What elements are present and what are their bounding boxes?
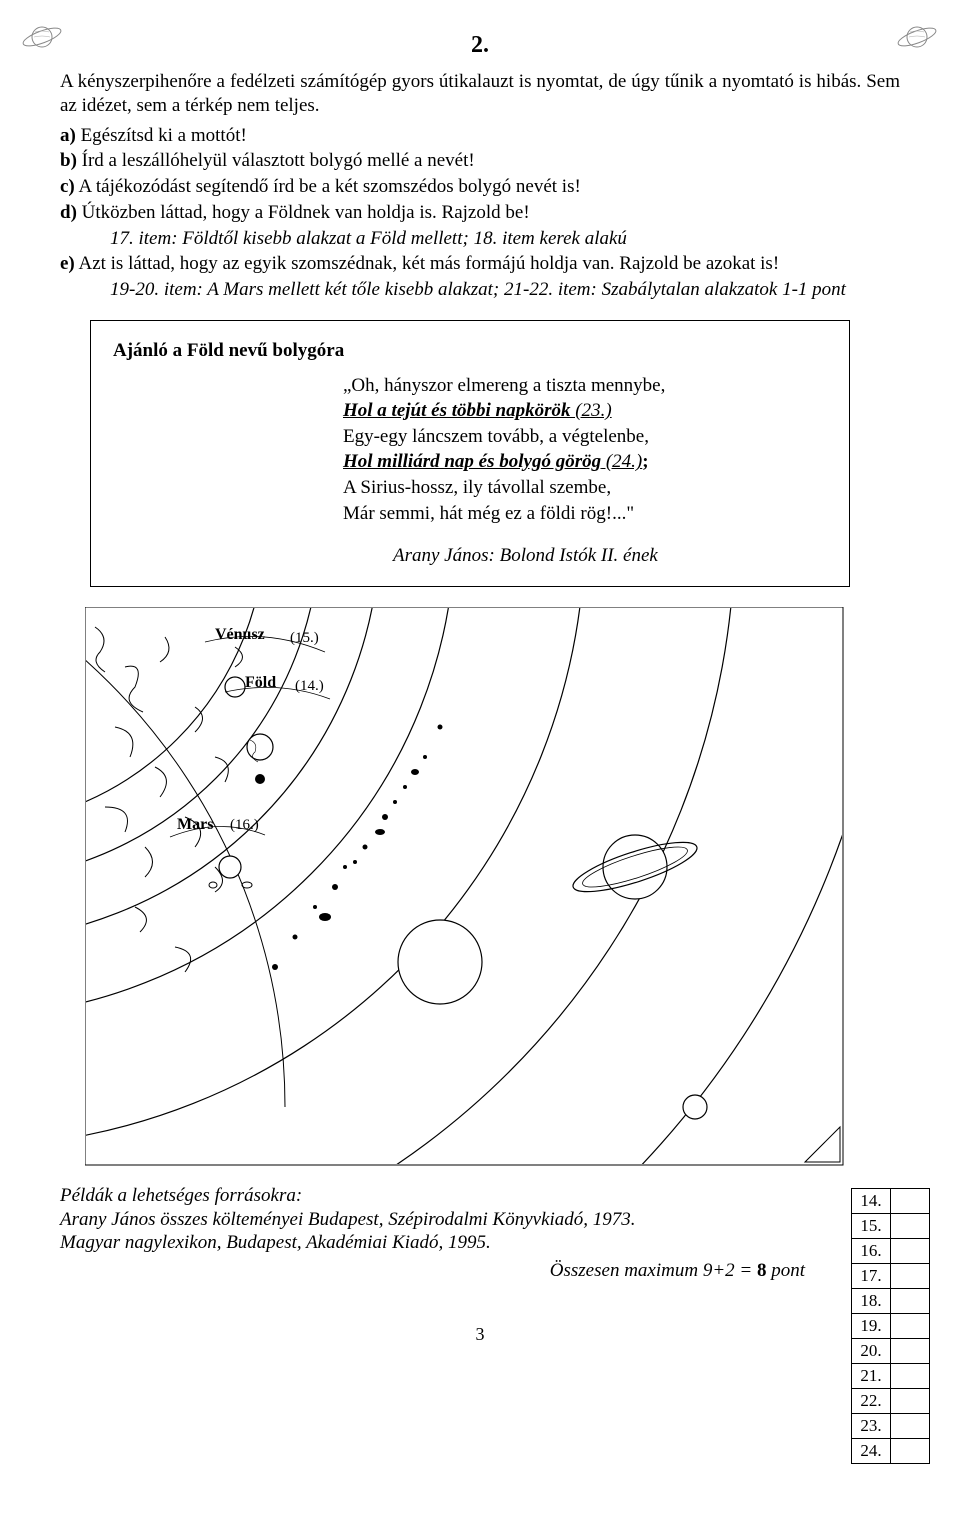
svg-text:(16.): (16.) <box>230 817 259 833</box>
score-label: 15. <box>852 1214 891 1239</box>
score-table: 14.15.16.17.18.19.20.21.22.23.24. <box>851 1188 930 1464</box>
score-cell[interactable] <box>891 1339 930 1364</box>
score-row: 16. <box>852 1239 930 1264</box>
planet-saturn <box>569 833 702 902</box>
svg-text:Vénusz: Vénusz <box>215 626 265 643</box>
total-line: Összesen maximum 9+2 = 8 pont <box>60 1259 805 1283</box>
score-row: 23. <box>852 1414 930 1439</box>
score-label: 22. <box>852 1389 891 1414</box>
source-line: Magyar nagylexikon, Budapest, Akadémiai … <box>60 1231 900 1255</box>
score-label: 14. <box>852 1189 891 1214</box>
score-cell[interactable] <box>891 1264 930 1289</box>
task-text: Azt is láttad, hogy az egyik szomszédnak… <box>78 253 779 274</box>
score-cell[interactable] <box>891 1289 930 1314</box>
score-row: 17. <box>852 1264 930 1289</box>
score-label: 24. <box>852 1439 891 1464</box>
score-label: 21. <box>852 1364 891 1389</box>
quote-source: Arany János: Bolond Istók II. ének <box>393 544 827 568</box>
score-cell[interactable] <box>891 1439 930 1464</box>
score-cell[interactable] <box>891 1214 930 1239</box>
quote-box: Ajánló a Föld nevű bolygóra „Oh, hányszo… <box>90 320 850 587</box>
task-e-answer: 19-20. item: A Mars mellett két tőle kis… <box>110 278 900 302</box>
intro-paragraph: A kényszerpihenőre a fedélzeti számítógé… <box>60 70 900 118</box>
score-row: 14. <box>852 1189 930 1214</box>
planet-outer <box>683 1095 707 1119</box>
task-c: c) A tájékozódást segítendő írd be a két… <box>60 175 900 199</box>
quote-line: Egy-egy láncszem tovább, a végtelenbe, <box>343 424 827 450</box>
source-line: Arany János összes költeményei Budapest,… <box>60 1208 900 1232</box>
planet-jupiter <box>398 920 482 1004</box>
quote-line: „Oh, hányszor elmereng a tiszta mennybe, <box>343 373 827 399</box>
exercise-number: 2. <box>60 30 900 60</box>
task-e: e) Azt is láttad, hogy az egyik szomszéd… <box>60 252 900 276</box>
score-row: 18. <box>852 1289 930 1314</box>
score-label: 20. <box>852 1339 891 1364</box>
task-b: b) Írd a leszállóhelyül választott bolyg… <box>60 149 900 173</box>
saturn-icon <box>20 20 65 62</box>
task-d-answer: 17. item: Földtől kisebb alakzat a Föld … <box>110 227 900 251</box>
quote-line: Hol milliárd nap és bolygó görög (24.); <box>343 449 827 475</box>
score-cell[interactable] <box>891 1414 930 1439</box>
task-d: d) Útközben láttad, hogy a Földnek van h… <box>60 201 900 225</box>
svg-text:(14.): (14.) <box>295 678 324 694</box>
saturn-icon <box>895 20 940 62</box>
score-row: 15. <box>852 1214 930 1239</box>
task-text: Írd a leszállóhelyül választott bolygó m… <box>82 150 475 171</box>
score-label: 19. <box>852 1314 891 1339</box>
solar-system-diagram: Vénusz (15.) Föld (14.) <box>85 607 900 1174</box>
sources-heading: Példák a lehetséges forrásokra: <box>60 1184 900 1208</box>
task-text: Egészítsd ki a mottót! <box>81 125 247 146</box>
task-a: a) Egészítsd ki a mottót! <box>60 124 900 148</box>
score-label: 18. <box>852 1289 891 1314</box>
score-label: 17. <box>852 1264 891 1289</box>
score-label: 23. <box>852 1414 891 1439</box>
quote-line: Hol a tejút és többi napkörök (23.) <box>343 398 827 424</box>
box-title: Ajánló a Föld nevű bolygóra <box>113 339 827 363</box>
quote-line: A Sirius-hossz, ily távollal szembe, <box>343 475 827 501</box>
score-cell[interactable] <box>891 1389 930 1414</box>
score-row: 19. <box>852 1314 930 1339</box>
score-label: 16. <box>852 1239 891 1264</box>
score-cell[interactable] <box>891 1364 930 1389</box>
task-label: e) <box>60 253 75 274</box>
task-label: d) <box>60 202 77 223</box>
task-text: A tájékozódást segítendő írd be a két sz… <box>78 176 580 197</box>
score-row: 22. <box>852 1389 930 1414</box>
svg-text:Mars: Mars <box>177 816 213 833</box>
score-row: 21. <box>852 1364 930 1389</box>
svg-text:(15.): (15.) <box>290 630 319 646</box>
score-cell[interactable] <box>891 1239 930 1264</box>
score-cell[interactable] <box>891 1314 930 1339</box>
task-label: a) <box>60 125 76 146</box>
task-text: Útközben láttad, hogy a Földnek van hold… <box>82 202 530 223</box>
score-row: 24. <box>852 1439 930 1464</box>
page-number-footer: 3 <box>60 1323 900 1346</box>
score-row: 20. <box>852 1339 930 1364</box>
quote-block: „Oh, hányszor elmereng a tiszta mennybe,… <box>343 373 827 527</box>
svg-text:Föld: Föld <box>245 674 276 691</box>
task-label: b) <box>60 150 77 171</box>
quote-line: Már semmi, hát még ez a földi rög!..." <box>343 501 827 527</box>
task-label: c) <box>60 176 75 197</box>
score-cell[interactable] <box>891 1189 930 1214</box>
